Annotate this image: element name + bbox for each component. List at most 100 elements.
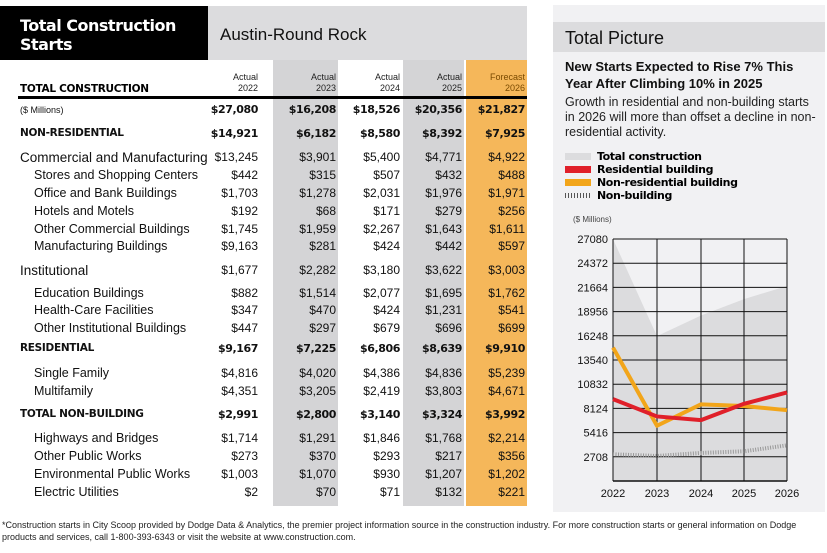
cell-value: $1,768 (425, 431, 462, 445)
cell-value: $1,695 (425, 286, 462, 300)
cell-value: $4,020 (299, 366, 336, 380)
cell-value: $3,003 (488, 263, 525, 277)
y-tick-label: 16248 (577, 331, 608, 343)
cell-value: $2,991 (217, 408, 258, 421)
table-row: Office and Bank Buildings $1,703 $1,278 $2,… (0, 186, 527, 204)
cell-value: $16,208 (288, 103, 337, 116)
y-tick-label: 2708 (584, 452, 608, 464)
cell-value: $3,803 (425, 384, 462, 398)
column-shade-2025 (403, 60, 464, 506)
cell-value: $4,816 (221, 366, 258, 380)
row-label: Other Public Works (34, 449, 142, 463)
cell-value: $4,671 (488, 384, 525, 398)
row-label: Other Commercial Buildings (34, 222, 190, 236)
cell-value: $679 (373, 321, 400, 335)
cell-value: $297 (309, 321, 336, 335)
cell-value: $1,745 (221, 222, 258, 236)
cell-value: $1,703 (221, 186, 258, 200)
table-title: TOTAL CONSTRUCTION (20, 83, 149, 95)
cell-value: $432 (435, 168, 462, 182)
cell-value: $27,080 (210, 103, 259, 116)
row-label: Health-Care Facilities (34, 303, 154, 317)
cell-value: $2,031 (363, 186, 400, 200)
cell-value: $1,514 (299, 286, 336, 300)
cell-value: $347 (231, 303, 258, 317)
y-tick-label: 10832 (577, 379, 608, 391)
cell-value: $370 (309, 449, 336, 463)
column-header-2025: Actual 2025 (402, 72, 462, 94)
cell-value: $1,846 (363, 431, 400, 445)
row-label: Multifamily (34, 384, 94, 398)
row-label: Manufacturing Buildings (34, 239, 168, 253)
cell-value: $1,959 (299, 222, 336, 236)
cell-value: $221 (498, 485, 525, 499)
cell-value: $507 (373, 168, 400, 182)
table-row: Education Buildings $882 $1,514 $2,077 $1,69… (0, 286, 527, 304)
cell-value: $70 (315, 485, 336, 499)
row-label: Hotels and Motels (34, 204, 135, 218)
legend-label: Non-building (597, 189, 672, 202)
y-tick-label: 13540 (577, 355, 608, 367)
cell-value: $1,976 (425, 186, 462, 200)
y-tick-label: 5416 (584, 428, 608, 440)
region-name: Austin-Round Rock (208, 6, 527, 60)
cell-value: $1,762 (488, 286, 525, 300)
row-label: Office and Bank Buildings (34, 186, 177, 200)
table-row: Health-Care Facilities $347 $470 $424 $1,231… (0, 303, 527, 321)
column-year: 2026 (504, 83, 525, 93)
row-label: TOTAL NON-BUILDING (20, 408, 144, 420)
cell-value: $1,677 (221, 263, 258, 277)
cell-value: $930 (373, 467, 400, 481)
column-header-2023: Actual 2023 (276, 72, 336, 94)
cell-value: $192 (231, 204, 258, 218)
cell-value: $18,526 (352, 103, 401, 116)
cell-value: $1,278 (299, 186, 336, 200)
cell-value: $488 (498, 168, 525, 182)
cell-value: $8,639 (421, 342, 462, 355)
column-kind: Actual (436, 72, 462, 82)
cell-value: $3,901 (299, 150, 336, 164)
cell-value: $4,386 (363, 366, 400, 380)
legend-label: Residential building (597, 163, 714, 176)
cell-value: $1,003 (221, 467, 258, 481)
legend-total: Total construction (565, 150, 702, 163)
report-title: Total Construction Starts (0, 6, 208, 60)
cell-value: $2,077 (363, 286, 400, 300)
header-rule (18, 96, 527, 99)
cell-value: $13,245 (214, 150, 258, 164)
table-row: NON-RESIDENTIAL $14,921 $6,182 $8,580 $8,392… (0, 127, 527, 145)
cell-value: $541 (498, 303, 525, 317)
cell-value: $7,225 (295, 342, 336, 355)
column-year: 2024 (379, 83, 400, 93)
row-label: Commercial and Manufacturing (20, 150, 208, 165)
cell-value: $3,140 (359, 408, 400, 421)
row-label: Institutional (20, 263, 89, 278)
column-header-2022: Actual 2022 (198, 72, 258, 94)
cell-value: $71 (379, 485, 400, 499)
legend-residential: Residential building (565, 163, 713, 176)
table-row: Hotels and Motels $192 $68 $171 $279 $256 (0, 204, 527, 222)
panel-title: Total Picture (553, 22, 825, 52)
cell-value: $442 (435, 239, 462, 253)
legend-swatch (565, 166, 591, 173)
footnote: *Construction starts in City Scoop provi… (2, 520, 797, 542)
y-axis-label: ($ Millions) (573, 215, 612, 224)
cell-value: $68 (315, 204, 336, 218)
column-year: 2023 (315, 83, 336, 93)
row-label: Highways and Bridges (34, 431, 159, 445)
y-tick-label: 18956 (577, 307, 608, 319)
cell-value: $442 (231, 168, 258, 182)
column-shade-2023 (273, 60, 338, 506)
y-tick-label: 27080 (577, 234, 608, 246)
cell-value: $7,925 (484, 127, 525, 140)
cell-value: $5,400 (363, 150, 400, 164)
cell-value: $3,180 (363, 263, 400, 277)
cell-value: $3,992 (484, 408, 525, 421)
table-row: Multifamily $4,351 $3,205 $2,419 $3,803 $4,67… (0, 384, 527, 402)
cell-value: $4,351 (221, 384, 258, 398)
table-row: Single Family $4,816 $4,020 $4,386 $4,836 $5,… (0, 366, 527, 384)
x-tick-label: 2022 (601, 488, 625, 500)
cell-value: $21,827 (477, 103, 526, 116)
cell-value: $1,231 (425, 303, 462, 317)
table-row: Stores and Shopping Centers $442 $315 $507 $… (0, 168, 527, 186)
